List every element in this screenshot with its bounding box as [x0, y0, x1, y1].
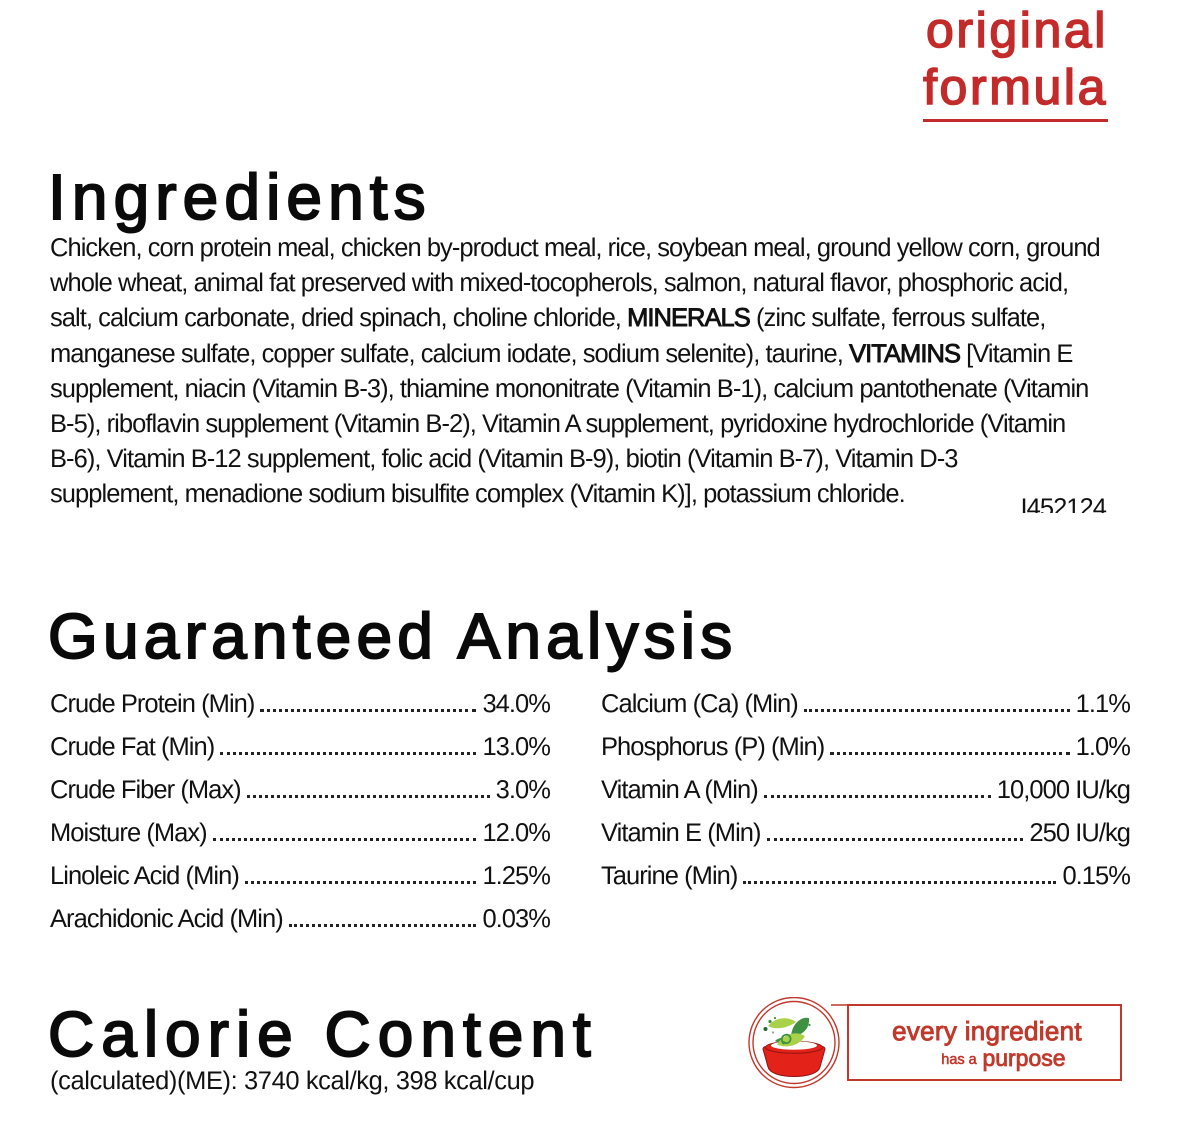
svg-text:every ingredient: every ingredient [892, 1016, 1082, 1046]
svg-text:has a: has a [941, 1052, 977, 1068]
svg-text:purpose: purpose [982, 1045, 1065, 1072]
